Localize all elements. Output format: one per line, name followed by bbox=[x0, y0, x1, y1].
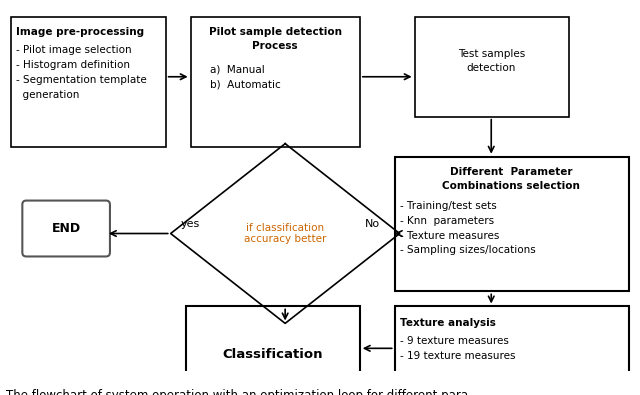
Text: Process: Process bbox=[252, 41, 298, 51]
Text: Test samples: Test samples bbox=[458, 49, 525, 59]
Text: - Sampling sizes/locations: - Sampling sizes/locations bbox=[399, 245, 536, 256]
Bar bbox=[12, 17, 166, 147]
Text: - Training/test sets: - Training/test sets bbox=[399, 201, 497, 211]
Bar bbox=[186, 307, 360, 391]
Text: a)  Manual: a) Manual bbox=[211, 65, 265, 75]
Text: - Histogram definition: - Histogram definition bbox=[17, 60, 131, 70]
Text: detection: detection bbox=[467, 63, 516, 73]
Bar bbox=[191, 17, 360, 147]
Text: if classification
accuracy better: if classification accuracy better bbox=[244, 223, 326, 245]
Text: END: END bbox=[52, 222, 81, 235]
Text: b)  Automatic: b) Automatic bbox=[211, 80, 281, 90]
Text: - 19 texture measures: - 19 texture measures bbox=[399, 351, 515, 361]
Text: No: No bbox=[365, 218, 380, 229]
Text: yes: yes bbox=[181, 218, 200, 229]
Text: Classification: Classification bbox=[222, 348, 323, 361]
Text: - 9 texture measures: - 9 texture measures bbox=[399, 337, 509, 346]
Text: Image pre-processing: Image pre-processing bbox=[17, 27, 145, 37]
Text: The flowchart of system operation with an optimization loop for different para: The flowchart of system operation with a… bbox=[6, 389, 468, 395]
Text: Combinations selection: Combinations selection bbox=[442, 181, 580, 191]
Bar bbox=[395, 157, 628, 292]
Text: Pilot sample detection: Pilot sample detection bbox=[209, 27, 342, 37]
Text: Different  Parameter: Different Parameter bbox=[450, 167, 572, 177]
Bar bbox=[415, 17, 569, 117]
Text: generation: generation bbox=[17, 90, 80, 100]
Bar bbox=[395, 307, 628, 391]
FancyBboxPatch shape bbox=[22, 201, 110, 256]
Text: - Segmentation template: - Segmentation template bbox=[17, 75, 147, 85]
Text: Texture analysis: Texture analysis bbox=[399, 318, 495, 328]
Text: - Pilot image selection: - Pilot image selection bbox=[17, 45, 132, 55]
Text: - Knn  parameters: - Knn parameters bbox=[399, 216, 494, 226]
Text: - Texture measures: - Texture measures bbox=[399, 231, 499, 241]
